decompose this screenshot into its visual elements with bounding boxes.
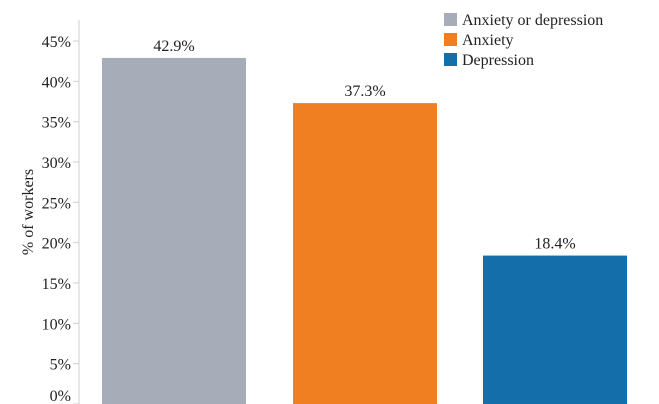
y-tick-label: 5% [50, 357, 71, 374]
y-axis-title: % of workers [20, 169, 37, 255]
y-axis: 0% 5% 10% 15% 20% 25% 30% 35% 40% 45% [42, 20, 80, 404]
bar-value-label: 42.9% [153, 38, 194, 55]
legend-swatch [444, 53, 457, 66]
y-tick-label: 40% [42, 74, 71, 91]
y-tick-label: 15% [42, 276, 71, 293]
y-tick-label: 45% [42, 34, 71, 51]
legend-label: Depression [462, 52, 534, 69]
bars [102, 57, 627, 404]
y-tick-label: 0% [50, 388, 71, 404]
y-tick-label: 35% [42, 115, 71, 132]
legend-swatch [444, 33, 457, 46]
legend-label: Anxiety [462, 32, 514, 49]
y-tick-label: 10% [42, 316, 71, 333]
bar [102, 57, 246, 404]
legend-label: Anxiety or depression [462, 12, 603, 29]
bar-value-label: 37.3% [344, 83, 385, 100]
value-labels: 42.9% 37.3% 18.4% [153, 38, 575, 253]
bar-value-label: 18.4% [534, 236, 575, 253]
y-tick-label: 20% [42, 236, 71, 253]
y-tick-label: 25% [42, 195, 71, 212]
bar [293, 103, 437, 404]
y-tick-label: 30% [42, 155, 71, 172]
legend-swatch [444, 13, 457, 26]
legend: Anxiety or depression Anxiety Depression [444, 12, 603, 69]
bar [483, 255, 627, 404]
y-ticks: 0% 5% 10% 15% 20% 25% 30% 35% 40% 45% [42, 34, 79, 404]
